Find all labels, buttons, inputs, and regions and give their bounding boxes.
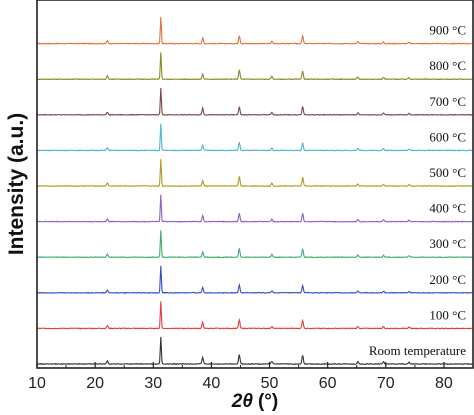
series-line — [36, 230, 474, 259]
x-tick-label: 80 — [435, 375, 453, 392]
x-tick-label: 30 — [144, 375, 162, 392]
xrd-traces — [36, 16, 474, 366]
series-label: 100 °C — [429, 307, 466, 322]
series-label: 200 °C — [429, 272, 466, 287]
series-line — [36, 87, 474, 116]
series-line — [36, 336, 474, 366]
series-label: 400 °C — [429, 201, 466, 216]
x-axis-title-symbol: 2θ — [231, 391, 254, 412]
plot-frame — [36, 0, 474, 369]
series-label: Room temperature — [369, 343, 466, 358]
series-label: 900 °C — [429, 23, 466, 38]
series-label: 700 °C — [429, 94, 466, 109]
x-tick-label: 70 — [377, 375, 395, 392]
x-axis: 10 20 30 40 50 60 70 80 — [28, 362, 453, 392]
x-tick-label: 60 — [319, 375, 337, 392]
series-label: 500 °C — [429, 165, 466, 180]
series-label: 800 °C — [429, 58, 466, 73]
series-line — [36, 194, 474, 223]
x-axis-title: 2θ (°) — [231, 391, 278, 412]
series-label: 600 °C — [429, 129, 466, 144]
series-line — [36, 123, 474, 152]
series-label: 300 °C — [429, 236, 466, 251]
x-tick-label: 20 — [86, 375, 104, 392]
x-axis-title-unit: (°) — [258, 391, 278, 412]
temperature-labels: 900 °C 800 °C 700 °C 600 °C 500 °C 400 °C 300 … — [369, 23, 466, 358]
y-axis-title: Intensity (a.u.) — [5, 113, 28, 255]
x-tick-label: 10 — [28, 375, 46, 392]
series-line — [36, 265, 474, 294]
series-line — [36, 16, 474, 45]
x-tick-label: 40 — [203, 375, 221, 392]
series-line — [36, 52, 474, 81]
x-tick-label: 50 — [261, 375, 279, 392]
series-line — [36, 159, 474, 188]
series-line — [36, 301, 474, 330]
